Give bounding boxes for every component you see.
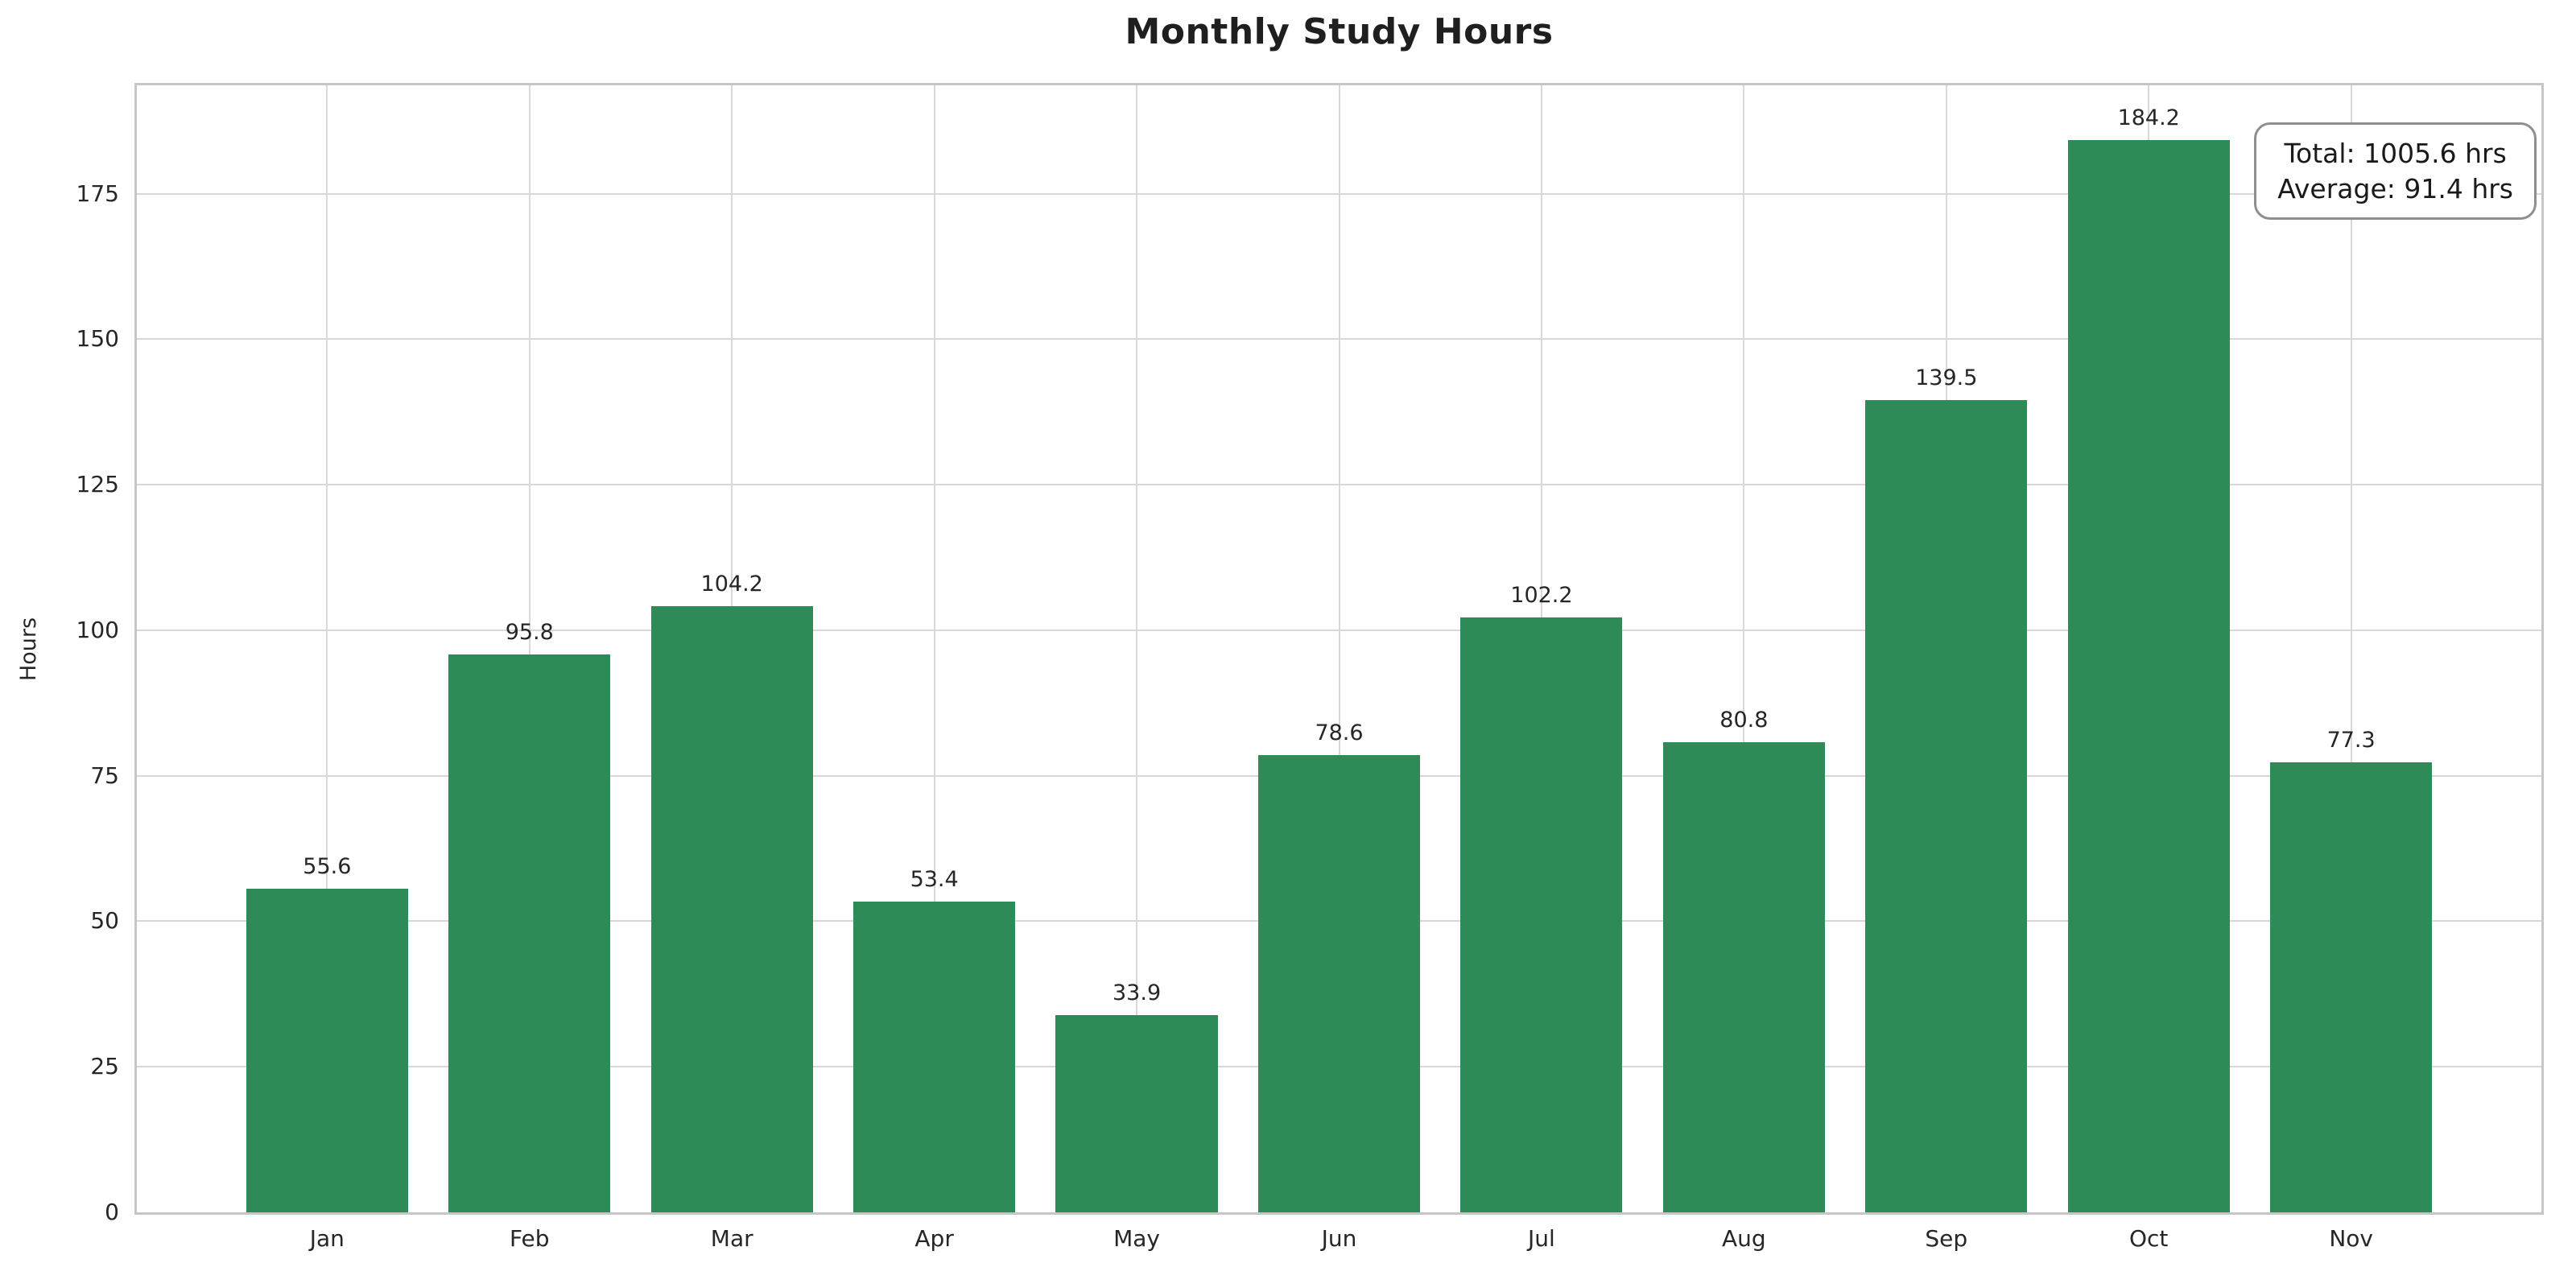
x-tick-label: Mar — [710, 1225, 753, 1252]
bar-value-label: 78.6 — [1315, 720, 1364, 745]
x-tick-label: Sep — [1925, 1225, 1968, 1252]
bar-value-label: 95.8 — [505, 620, 554, 646]
gridline-vertical — [1338, 85, 1340, 1212]
y-tick-label: 100 — [76, 616, 119, 643]
annotation-average: Average: 91.4 hrs — [2277, 172, 2513, 204]
gridline-vertical — [528, 85, 530, 1212]
bar-value-label: 102.2 — [1510, 582, 1573, 608]
gridline-vertical — [2350, 85, 2352, 1212]
bar-value-label: 55.6 — [303, 853, 352, 879]
y-tick-label: 125 — [76, 471, 119, 498]
gridline-vertical — [1136, 85, 1138, 1212]
bar-apr — [853, 901, 1016, 1212]
annotation-box: Total: 1005.6 hrs Average: 91.4 hrs — [2254, 122, 2537, 221]
bar-aug — [1662, 741, 1825, 1212]
bar-jan — [246, 888, 408, 1212]
x-tick-label: Nov — [2329, 1225, 2373, 1252]
bar-value-label: 33.9 — [1113, 980, 1162, 1005]
bar-oct — [2067, 139, 2230, 1212]
x-tick-label: Apr — [914, 1225, 954, 1252]
gridline-vertical — [326, 85, 328, 1212]
chart-title: Monthly Study Hours — [1125, 11, 1554, 52]
bar-may — [1055, 1014, 1218, 1212]
plot-area: Total: 1005.6 hrs Average: 91.4 hrs 0 25 5… — [76, 83, 2544, 1252]
bar-value-label: 53.4 — [910, 866, 959, 892]
bar-value-label: 77.3 — [2326, 728, 2376, 753]
bar-value-label: 104.2 — [700, 571, 763, 597]
y-tick-label: 175 — [76, 180, 119, 207]
y-tick-label: 150 — [76, 325, 119, 353]
y-tick-label: 50 — [90, 907, 119, 935]
y-axis-label-wrap: Hours — [11, 83, 47, 1215]
x-tick-label: Jun — [1321, 1225, 1357, 1252]
x-tick-label: Jan — [309, 1225, 345, 1252]
y-tick-label: 75 — [90, 762, 119, 789]
bar-value-label: 139.5 — [1915, 365, 1978, 391]
gridline-vertical — [933, 85, 935, 1212]
y-tick-label: 25 — [90, 1053, 119, 1080]
annotation-total: Total: 1005.6 hrs — [2284, 138, 2507, 169]
bar-jun — [1257, 754, 1421, 1212]
x-tick-label: Jul — [1528, 1225, 1555, 1252]
bar-jul — [1460, 617, 1623, 1212]
gridline-vertical — [1743, 85, 1745, 1212]
bar-value-label: 80.8 — [1719, 707, 1769, 733]
bar-nov — [2270, 762, 2433, 1212]
bar-mar — [650, 605, 813, 1212]
x-tick-label: Oct — [2129, 1225, 2169, 1252]
bar-sep — [1865, 400, 2028, 1212]
x-tick-label: Aug — [1722, 1225, 1766, 1252]
bar-value-label: 184.2 — [2117, 105, 2180, 130]
bar-feb — [448, 654, 611, 1212]
x-tick-label: Feb — [509, 1225, 550, 1252]
x-tick-label: May — [1113, 1225, 1160, 1252]
y-tick-label: 0 — [105, 1199, 119, 1225]
